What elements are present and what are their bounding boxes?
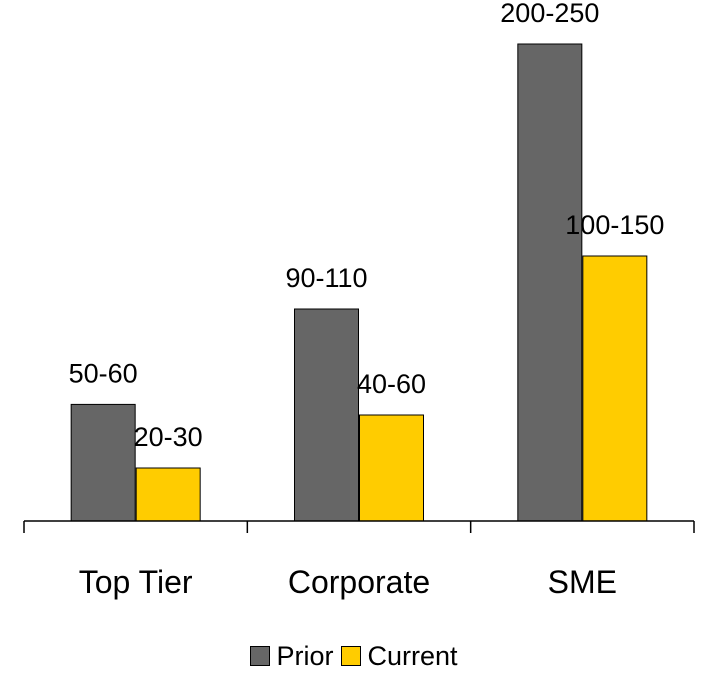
legend-swatch-prior (250, 646, 271, 666)
bar-prior-corporate (294, 308, 359, 522)
data-label-current-corporate: 40-60 (357, 369, 426, 399)
bar-prior-top-tier (70, 403, 136, 522)
data-label-prior-sme: 200-250 (500, 0, 599, 28)
data-label-current-top-tier: 20-30 (134, 422, 203, 452)
legend-label-current: Current (367, 640, 458, 671)
category-label-sme: SME (548, 564, 617, 600)
bar-prior-sme (517, 43, 583, 522)
data-label-prior-top-tier: 50-60 (69, 358, 138, 388)
labels-layer: 50-60 20-30 90-110 40-60 200-250 100-150 (69, 0, 665, 452)
legend-item-prior: Prior (250, 641, 333, 672)
category-label-top-tier: Top Tier (79, 564, 193, 600)
legend: Prior Current (0, 638, 708, 674)
legend-swatch-current (341, 646, 362, 666)
bar-chart: 50-60 20-30 90-110 40-60 200-250 100-150 Top … (23, 0, 695, 600)
data-label-current-sme: 100-150 (565, 210, 664, 240)
bars-layer (70, 43, 648, 522)
data-label-prior-corporate: 90-110 (285, 263, 367, 293)
category-label-corporate: Corporate (288, 564, 430, 600)
legend-label-prior: Prior (276, 640, 334, 671)
x-axis (23, 520, 695, 533)
category-labels: Top Tier Corporate SME (79, 564, 617, 600)
legend-item-current: Current (341, 640, 458, 672)
bar-current-corporate (359, 414, 424, 522)
bar-current-sme (582, 255, 648, 522)
bar-current-top-tier (135, 467, 201, 522)
